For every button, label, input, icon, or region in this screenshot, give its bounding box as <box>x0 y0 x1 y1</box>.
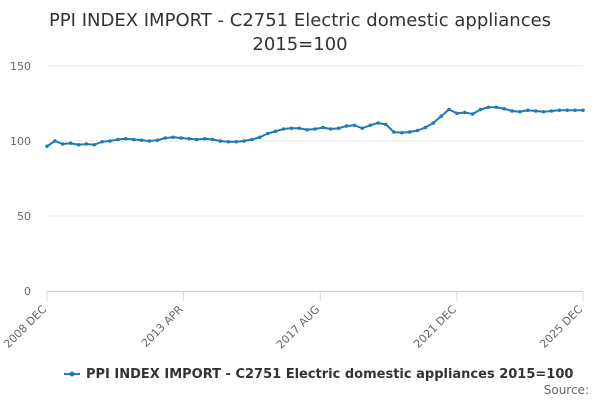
data-point[interactable] <box>202 136 207 141</box>
data-point[interactable] <box>258 135 262 140</box>
data-point[interactable] <box>289 126 294 131</box>
chart-title-line-2: 2015=100 <box>252 34 347 55</box>
data-point[interactable] <box>250 137 254 142</box>
data-point[interactable] <box>187 136 191 141</box>
data-point[interactable] <box>60 142 65 146</box>
data-point[interactable] <box>478 107 483 112</box>
data-point[interactable] <box>407 130 412 134</box>
data-point[interactable] <box>336 126 341 131</box>
series-line[interactable] <box>46 106 583 148</box>
data-point[interactable] <box>549 109 554 113</box>
grid <box>47 65 583 292</box>
data-point[interactable] <box>447 107 451 112</box>
data-point[interactable] <box>494 105 499 110</box>
data-point[interactable] <box>573 108 577 113</box>
data-point[interactable] <box>116 137 120 142</box>
data-point[interactable] <box>352 123 357 128</box>
plot-area <box>45 105 585 149</box>
data-point[interactable] <box>533 109 538 113</box>
data-point[interactable] <box>163 136 168 140</box>
data-point[interactable] <box>439 114 443 119</box>
data-point[interactable] <box>313 127 317 131</box>
data-point[interactable] <box>131 137 136 142</box>
data-point[interactable] <box>541 109 546 114</box>
y-tick-label: 100 <box>10 135 31 148</box>
data-point[interactable] <box>565 108 570 113</box>
data-point[interactable] <box>455 111 459 116</box>
x-tick-label: 2021 DEC <box>411 303 459 351</box>
data-point[interactable] <box>226 139 231 144</box>
data-point[interactable] <box>462 110 467 115</box>
data-point[interactable] <box>423 125 428 130</box>
data-point[interactable] <box>415 128 420 133</box>
data-point[interactable] <box>581 108 585 113</box>
data-point[interactable] <box>171 135 175 140</box>
data-point[interactable] <box>76 142 81 147</box>
data-point[interactable] <box>376 121 380 125</box>
chart-title-line-1: PPI INDEX IMPORT - C2751 Electric domest… <box>49 10 551 31</box>
data-point[interactable] <box>155 138 160 143</box>
legend-label: PPI INDEX IMPORT - C2751 Electric domest… <box>86 367 573 382</box>
data-point[interactable] <box>321 125 325 130</box>
data-point[interactable] <box>265 131 270 136</box>
data-point[interactable] <box>273 129 278 134</box>
data-point[interactable] <box>100 139 104 144</box>
data-point[interactable] <box>139 138 144 143</box>
data-point[interactable] <box>518 109 522 114</box>
data-point[interactable] <box>124 136 128 141</box>
y-tick-label: 0 <box>24 285 31 298</box>
data-point[interactable] <box>502 106 506 111</box>
data-point[interactable] <box>45 144 49 149</box>
data-point[interactable] <box>510 109 514 113</box>
x-tick-label: 2013 APR <box>139 303 186 350</box>
y-tick-label: 50 <box>17 210 31 223</box>
data-point[interactable] <box>305 127 309 132</box>
data-point[interactable] <box>68 141 73 146</box>
legend[interactable]: PPI INDEX IMPORT - C2751 Electric domest… <box>64 367 573 382</box>
data-point[interactable] <box>194 137 199 142</box>
data-point[interactable] <box>179 136 183 140</box>
source-label: Source: <box>544 383 589 397</box>
data-point[interactable] <box>242 139 246 143</box>
y-tick-label: 150 <box>10 60 31 73</box>
data-point[interactable] <box>470 112 475 116</box>
data-point[interactable] <box>392 130 396 134</box>
x-axis: 2008 DEC 2013 APR 2017 AUG 2021 DEC 2025 DEC <box>1 291 585 351</box>
data-point[interactable] <box>328 127 333 131</box>
data-point[interactable] <box>368 123 372 128</box>
data-point[interactable] <box>399 130 404 135</box>
data-point[interactable] <box>84 142 89 146</box>
x-tick-label: 2008 DEC <box>1 303 49 351</box>
data-point[interactable] <box>557 108 562 113</box>
data-point[interactable] <box>53 139 57 143</box>
legend-swatch-marker <box>69 371 75 377</box>
data-point[interactable] <box>526 108 530 113</box>
data-point[interactable] <box>344 124 349 128</box>
data-point[interactable] <box>234 139 238 144</box>
data-point[interactable] <box>108 139 112 143</box>
data-point[interactable] <box>147 139 152 143</box>
data-point[interactable] <box>210 137 215 142</box>
data-point[interactable] <box>486 105 491 110</box>
data-point[interactable] <box>92 142 97 147</box>
data-point[interactable] <box>431 121 436 125</box>
data-point[interactable] <box>360 126 365 131</box>
data-point[interactable] <box>218 139 223 143</box>
data-point[interactable] <box>384 122 388 127</box>
data-point[interactable] <box>281 127 286 131</box>
y-axis: 0 50 100 150 <box>10 60 31 298</box>
data-point[interactable] <box>297 126 302 131</box>
x-tick-label: 2025 DEC <box>537 303 585 351</box>
x-tick-label: 2017 AUG <box>274 303 323 352</box>
